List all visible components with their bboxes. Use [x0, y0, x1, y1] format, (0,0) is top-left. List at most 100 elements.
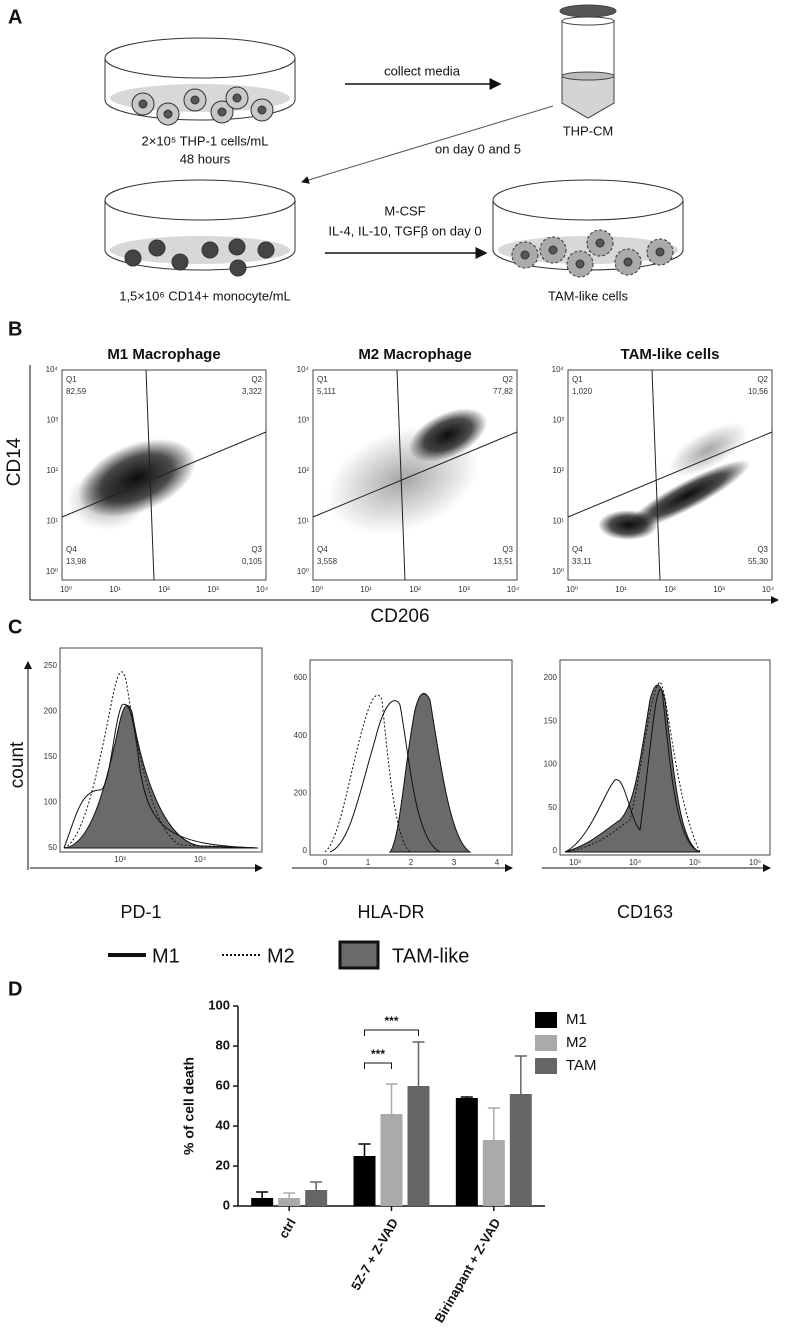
- y-tick-label: 10¹: [552, 517, 564, 526]
- flow-plots: M1 Macrophage10⁰10⁰10¹10¹10²10²10³10³10⁴…: [46, 346, 775, 594]
- arrow-label: IL-4, IL-10, TGFβ on day 0: [328, 223, 481, 238]
- y-tick-label: 10³: [297, 416, 309, 425]
- y-tick-label: 10⁰: [552, 567, 564, 576]
- significance-label: ***: [371, 1047, 385, 1061]
- y-tick-label: 150: [44, 752, 58, 761]
- quadrant-value: 13,51: [493, 557, 514, 566]
- error-bar: [283, 1192, 296, 1198]
- bar: [455, 1098, 478, 1206]
- dish-label: 48 hours: [180, 151, 231, 166]
- x-tick-label: 10¹: [109, 585, 121, 594]
- quadrant-value: 77,82: [493, 387, 514, 396]
- dish-label: TAM-like cells: [548, 288, 628, 303]
- y-tick-label: 200: [44, 707, 58, 716]
- y-tick-label: 200: [294, 788, 308, 797]
- quadrant-name: Q4: [66, 545, 77, 554]
- x-tick-label: 10¹: [360, 585, 372, 594]
- x-tick-label: 10⁴: [507, 585, 520, 594]
- x-tick-label: 10³: [114, 855, 126, 864]
- y-tick-label: 10¹: [297, 517, 309, 526]
- gate-line: [396, 369, 406, 581]
- histogram: [309, 659, 513, 856]
- dish: [492, 179, 684, 278]
- panel-label: B: [8, 318, 22, 340]
- gate-line: [567, 431, 773, 518]
- quadrant-value: 3,322: [242, 387, 263, 396]
- axis-title: PD-1: [120, 902, 161, 922]
- quadrant-value: 10,56: [748, 387, 769, 396]
- x-tick-label: 4: [495, 858, 500, 867]
- y-tick-label: 600: [294, 673, 308, 682]
- legend-label: TAM-like: [392, 945, 469, 967]
- bar: [305, 1190, 328, 1206]
- cell-cloud: [668, 422, 748, 478]
- bar: [482, 1140, 505, 1206]
- x-tick-label: 2: [409, 858, 414, 867]
- significance-bracket: [364, 1029, 419, 1036]
- x-tick-label: 10⁶: [749, 858, 761, 867]
- bar-chart: % of cell death 0 20 40 60 80 100 ctrl 5Z-7 + Z-…: [181, 997, 597, 1325]
- bar: [380, 1114, 403, 1206]
- quadrant-value: 0,105: [242, 557, 263, 566]
- y-tick-label: 20: [216, 1157, 230, 1172]
- gate-line: [651, 369, 661, 581]
- x-tick-label: 10⁵: [689, 858, 701, 867]
- axis-title: HLA-DR: [357, 902, 424, 922]
- x-tick-label: 10³: [207, 585, 219, 594]
- x-tick-label: 10²: [158, 585, 170, 594]
- legend-label: M2: [267, 945, 295, 967]
- quadrant-name: Q1: [66, 375, 77, 384]
- legend-swatch: [535, 1035, 557, 1051]
- y-tick-label: 10¹: [46, 517, 58, 526]
- y-tick-label: 100: [208, 997, 230, 1012]
- y-tick-label: 100: [44, 798, 58, 807]
- axis-title: CD163: [617, 902, 673, 922]
- y-tick-label: 10⁴: [552, 365, 565, 374]
- y-tick-label: 400: [294, 731, 308, 740]
- x-tick-label: 10⁴: [629, 858, 642, 867]
- axis-title: count: [7, 741, 28, 788]
- panel-label: A: [8, 6, 22, 28]
- error-bar: [358, 1143, 371, 1156]
- x-tick-label: 10⁴: [256, 585, 269, 594]
- y-tick-label: 50: [548, 803, 557, 812]
- legend-label: M2: [566, 1034, 587, 1051]
- quadrant-value: 5,111: [317, 387, 336, 396]
- y-tick-label: 10²: [46, 466, 58, 475]
- error-bar: [310, 1181, 323, 1190]
- x-tick-label: 10¹: [615, 585, 627, 594]
- x-tick-label: 10²: [409, 585, 421, 594]
- y-tick-label: 10⁰: [297, 567, 309, 576]
- significance-label: ***: [384, 1014, 398, 1028]
- error-bar: [256, 1191, 269, 1198]
- histogram: [59, 647, 263, 853]
- x-tick-label: 10³: [458, 585, 470, 594]
- bar: [278, 1198, 301, 1206]
- plot-title: M1 Macrophage: [107, 346, 220, 363]
- quadrant-name: Q3: [251, 545, 262, 554]
- y-tick-label: 10²: [297, 466, 309, 475]
- x-tick-label: 10⁰: [60, 585, 72, 594]
- cell-cloud: [598, 510, 658, 540]
- y-tick-label: 60: [216, 1077, 230, 1092]
- axis-title: CD206: [370, 606, 429, 627]
- x-tick-label: Birinapant + Z-VAD: [431, 1216, 503, 1326]
- error-bar: [460, 1096, 473, 1098]
- axis-title: CD14: [4, 437, 25, 486]
- error-bar: [412, 1041, 425, 1086]
- gate-line: [145, 369, 155, 581]
- y-tick-label: 50: [48, 843, 57, 852]
- bar: [509, 1094, 532, 1206]
- arrow-label: collect media: [384, 63, 461, 78]
- panel-label: D: [8, 978, 22, 1000]
- quadrant-name: Q2: [757, 375, 768, 384]
- x-tick-label: 10⁰: [566, 585, 578, 594]
- y-tick-label: 0: [553, 846, 558, 855]
- y-tick-label: 200: [544, 673, 558, 682]
- quadrant-value: 3,558: [317, 557, 338, 566]
- quadrant-name: Q2: [251, 375, 262, 384]
- x-tick-label: 0: [323, 858, 328, 867]
- gate-line: [61, 431, 267, 518]
- y-tick-label: 0: [223, 1197, 230, 1212]
